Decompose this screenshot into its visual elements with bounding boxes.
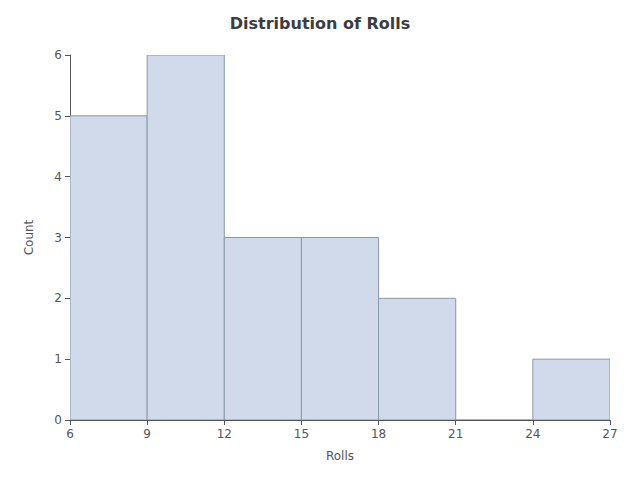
svg-text:Count: Count xyxy=(22,219,36,255)
svg-text:0: 0 xyxy=(54,413,62,427)
svg-text:6: 6 xyxy=(66,427,74,441)
svg-text:1: 1 xyxy=(54,352,62,366)
svg-text:6: 6 xyxy=(54,48,62,62)
svg-text:Rolls: Rolls xyxy=(326,449,354,463)
svg-text:21: 21 xyxy=(448,427,463,441)
svg-text:4: 4 xyxy=(54,170,62,184)
svg-text:9: 9 xyxy=(143,427,151,441)
svg-text:12: 12 xyxy=(217,427,232,441)
svg-text:15: 15 xyxy=(294,427,309,441)
svg-text:3: 3 xyxy=(54,231,62,245)
svg-text:27: 27 xyxy=(602,427,617,441)
svg-text:2: 2 xyxy=(54,291,62,305)
svg-text:24: 24 xyxy=(525,427,540,441)
svg-text:Distribution of Rolls: Distribution of Rolls xyxy=(230,14,411,33)
svg-text:18: 18 xyxy=(371,427,386,441)
svg-text:5: 5 xyxy=(54,109,62,123)
